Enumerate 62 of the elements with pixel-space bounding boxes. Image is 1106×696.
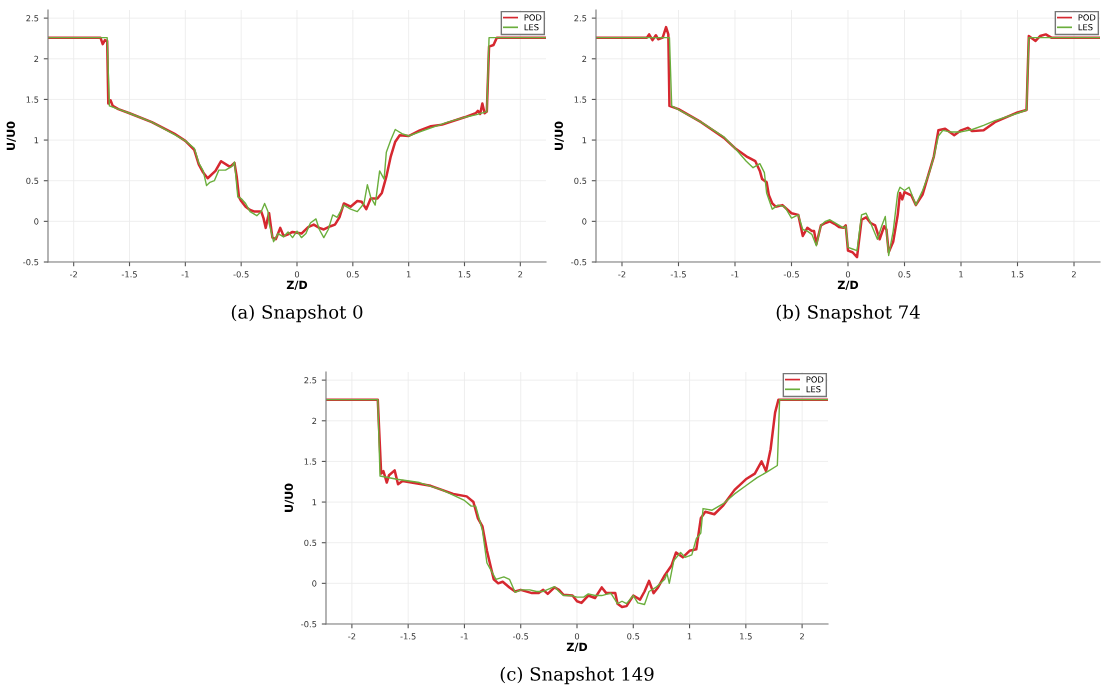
y-axis-title: U/U0 (6, 121, 16, 150)
y-tick-label: 2.5 (574, 15, 587, 22)
legend-label: LES (1078, 24, 1093, 31)
x-tick-label: 2 (1071, 271, 1076, 278)
y-tick-label: 0.5 (26, 177, 39, 184)
text: (a) Snapshot 0 (231, 304, 363, 323)
x-tick-label: -0.5 (783, 271, 799, 278)
y-tick-label: -0.5 (571, 258, 587, 266)
y-tick-label: 0 (34, 218, 39, 225)
legend-label: POD (1078, 14, 1096, 21)
y-tick-label: 1 (34, 137, 39, 144)
y-tick-label: 2 (582, 55, 587, 62)
y-tick-label: 1.5 (574, 96, 587, 103)
y-axis-title: U/U0 (554, 121, 564, 150)
legend-label: POD (806, 376, 824, 383)
x-tick-label: -1 (181, 271, 189, 278)
x-tick-label: -0.5 (233, 271, 249, 278)
x-tick-label: 1 (687, 633, 692, 640)
x-tick-label: 0.5 (627, 633, 640, 640)
x-tick-label: 0.5 (346, 271, 359, 278)
y-tick-label: -0.5 (301, 620, 317, 628)
x-tick-label: -0.5 (513, 633, 529, 640)
x-tick-label: 1 (959, 271, 963, 278)
text: (c) Snapshot 149 (500, 666, 654, 685)
y-tick-label: 0.5 (574, 177, 587, 184)
y-tick-label: 2 (312, 417, 317, 424)
y-tick-label: 1.5 (26, 96, 39, 103)
x-tick-label: -1 (731, 271, 739, 278)
x-tick-label: -2 (69, 271, 77, 278)
x-tick-label: -1.5 (121, 271, 137, 278)
y-tick-label: 2 (34, 55, 39, 62)
y-tick-label: 0 (312, 580, 317, 587)
legend-label: POD (524, 14, 542, 21)
y-tick-label: 2.5 (26, 15, 39, 22)
x-tick-label: 0.5 (898, 271, 911, 278)
x-tick-label: 1.5 (740, 633, 752, 640)
y-tick-label: 1 (312, 499, 317, 506)
x-axis-title: Z/D (837, 280, 859, 290)
y-tick-label: 2.5 (304, 377, 317, 384)
y-tick-label: 1.5 (304, 458, 317, 465)
x-axis-title: Z/D (566, 642, 588, 652)
x-tick-label: -1 (460, 633, 468, 640)
y-tick-label: 1 (582, 137, 587, 144)
legend-label: LES (524, 24, 539, 31)
x-tick-label: -2 (618, 271, 626, 278)
y-tick-label: -0.5 (23, 258, 39, 266)
text: (b) Snapshot 74 (776, 304, 920, 323)
x-tick-label: 1 (406, 271, 411, 278)
x-tick-label: 2 (800, 633, 804, 640)
legend-label: LES (806, 386, 821, 393)
x-axis-title: Z/D (286, 280, 308, 290)
x-tick-label: -1.5 (670, 271, 686, 278)
x-tick-label: 1.5 (1011, 271, 1024, 278)
x-tick-label: 1.5 (458, 271, 471, 278)
y-tick-label: 0 (582, 218, 587, 225)
x-tick-label: -2 (348, 633, 356, 640)
x-tick-label: 0 (845, 271, 851, 278)
y-tick-label: 0.5 (304, 539, 317, 546)
x-tick-label: 0 (294, 271, 300, 278)
x-tick-label: -1.5 (400, 633, 416, 640)
x-tick-label: 2 (518, 271, 523, 278)
y-axis-title: U/U0 (284, 483, 294, 512)
